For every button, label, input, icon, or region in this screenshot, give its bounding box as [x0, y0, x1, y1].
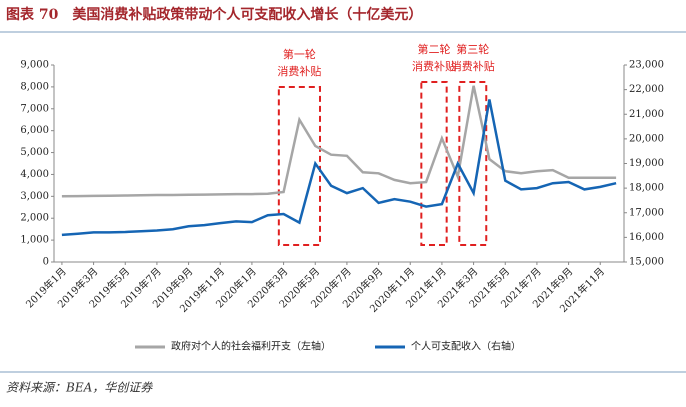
- y2-tick-label: 19,000: [629, 158, 664, 169]
- y2-tick-label: 21,000: [629, 109, 664, 120]
- y-tick-label: 4,000: [20, 169, 49, 180]
- legend-label: 个人可支配收入（右轴）: [411, 340, 521, 353]
- annotation-box: [458, 81, 488, 246]
- annotation-text: 第三轮: [456, 42, 489, 56]
- annotation-box: [277, 86, 322, 246]
- annotation-text: 消费补贴: [451, 59, 495, 73]
- annotation-text: 消费补贴: [412, 59, 456, 73]
- y-tick-label: 8,000: [20, 81, 49, 92]
- legend-label: 政府对个人的社会福利开支（左轴）: [171, 340, 331, 353]
- y2-tick-label: 16,000: [629, 232, 664, 243]
- y2-tick-label: 18,000: [629, 183, 664, 194]
- y2-tick-label: 23,000: [629, 60, 664, 71]
- y2-tick-label: 15,000: [629, 257, 664, 268]
- y-tick-label: 3,000: [20, 191, 49, 202]
- annotation-box: [420, 81, 448, 246]
- annotation-text: 第一轮: [283, 47, 316, 61]
- y-tick-label: 2,000: [20, 213, 49, 224]
- y-tick-label: 1,000: [20, 235, 49, 246]
- y2-tick-label: 20,000: [629, 133, 664, 144]
- source: 资料来源：BEA，华创证券: [6, 381, 153, 395]
- chart-title: 图表 70 美国消费补贴政策带动个人可支配收入增长（十亿美元）: [6, 6, 422, 23]
- y-tick-label: 6,000: [20, 125, 49, 136]
- annotation-text: 第二轮: [418, 42, 451, 56]
- annotation-text: 消费补贴: [277, 64, 321, 78]
- series-line: [61, 85, 617, 198]
- y-tick-label: 0: [43, 257, 49, 268]
- y2-tick-label: 17,000: [629, 207, 664, 218]
- y-tick-label: 9,000: [20, 60, 49, 71]
- y-tick-label: 5,000: [20, 147, 49, 158]
- series-line: [61, 99, 617, 237]
- y-tick-label: 7,000: [20, 103, 49, 114]
- y2-tick-label: 22,000: [629, 84, 664, 95]
